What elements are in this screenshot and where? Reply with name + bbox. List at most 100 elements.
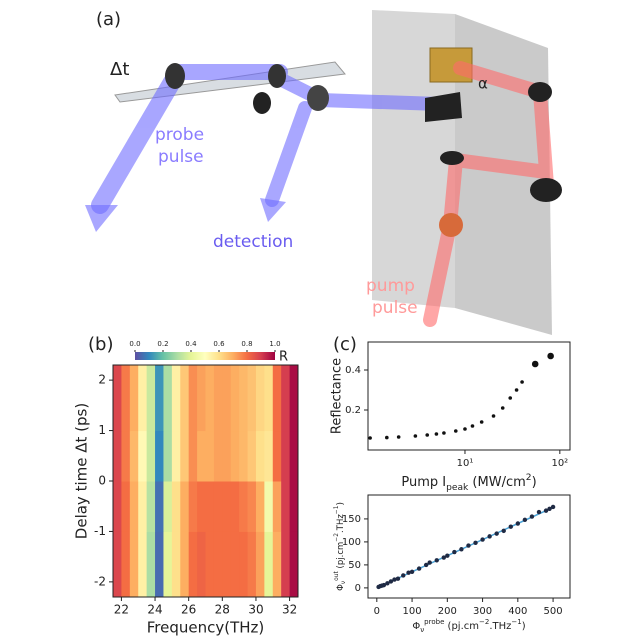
x-axis-label-part: .THz	[489, 621, 511, 632]
x-tick-label: 0	[374, 606, 380, 617]
heatmap-cell	[213, 531, 223, 598]
point	[395, 576, 401, 581]
glass-plane	[372, 10, 455, 308]
probe-beam	[91, 64, 447, 214]
heatmap-cell	[213, 430, 223, 482]
point	[445, 553, 450, 558]
heatmap-cell	[213, 481, 223, 532]
x-tick-label: 400	[508, 606, 527, 617]
x-tick-label: 32	[282, 603, 297, 617]
heatmap-cell	[113, 531, 122, 598]
heatmap-cell	[281, 481, 291, 532]
x-tick-label: 22	[114, 603, 129, 617]
y-axis-label-part: (pj.cm	[336, 542, 346, 571]
heatmap-cell	[121, 430, 131, 482]
heatmap-cell	[146, 430, 156, 482]
x-tick-label: 10²	[551, 458, 568, 469]
colorbar-label: R	[279, 350, 288, 365]
heatmap-cell	[121, 481, 131, 532]
arrow-head	[260, 198, 286, 222]
colorbar-tick-label: 0.0	[129, 340, 140, 348]
heatmap-cell	[171, 365, 181, 432]
x-tick-label: 26	[181, 603, 196, 617]
y-axis-label-part: −2	[333, 533, 340, 542]
y-axis-label-part: −1	[333, 505, 340, 514]
heatmap-cell	[129, 531, 139, 598]
point	[385, 581, 390, 586]
heatmap-cell	[222, 531, 232, 598]
heatmap-cell	[239, 531, 249, 598]
heatmap-cell	[205, 531, 215, 598]
heatmap-cell	[197, 531, 206, 598]
heatmap-cell	[205, 365, 215, 432]
heatmap-cell	[155, 430, 164, 482]
x-axis-label-part: probe	[424, 618, 444, 626]
heatmap-cell	[222, 481, 232, 532]
point	[515, 521, 521, 526]
heatmap-cell	[155, 481, 164, 532]
mirror	[165, 63, 185, 89]
mirror	[528, 82, 552, 102]
x-tick-label: 24	[147, 603, 162, 617]
point	[385, 435, 389, 440]
point	[413, 434, 418, 438]
x-axis-label-part: −1	[511, 618, 521, 626]
y-axis-label: Φνout (pj.cm−2.THz−1)	[333, 502, 347, 591]
heatmap-cell	[230, 430, 240, 482]
y-tick-label: 150	[342, 514, 361, 525]
point	[480, 537, 485, 542]
heatmap-cell	[230, 481, 240, 532]
heatmap-cell	[155, 531, 164, 598]
heatmap-cell	[264, 531, 274, 598]
mirror	[530, 178, 562, 202]
y-tick-label: 50	[348, 560, 361, 571]
y-tick-label: 0.4	[345, 365, 361, 376]
heatmap-cell	[113, 430, 122, 482]
x-axis-label-part: −2	[479, 618, 489, 626]
heatmap-cell	[255, 481, 265, 532]
heatmap-cell	[121, 365, 131, 432]
pump-label: pulse	[372, 298, 418, 318]
plot-frame	[367, 341, 571, 451]
heatmap-cell	[255, 365, 265, 432]
plot-frame	[367, 494, 571, 599]
x-tick-label: 300	[473, 606, 492, 617]
y-axis-label: Delay time Δt (ps)	[73, 403, 91, 539]
x-tick-label: 200	[438, 606, 457, 617]
heatmap-cell	[255, 531, 265, 598]
heatmap-cell	[113, 365, 122, 432]
point	[442, 431, 446, 435]
point	[536, 509, 542, 515]
plot-frame	[112, 364, 299, 598]
point	[368, 436, 372, 440]
point	[441, 555, 446, 560]
heatmap-cell	[180, 531, 190, 598]
x-axis-label-part: (pj.cm	[444, 621, 479, 632]
point	[396, 435, 401, 439]
point	[487, 534, 492, 539]
x-axis-label: Φνprobe (pj.cm−2.THz−1)	[412, 618, 525, 634]
heatmap-cell	[138, 430, 148, 482]
heatmap-cell	[289, 365, 299, 432]
point	[531, 360, 539, 368]
point	[508, 396, 513, 400]
delay-label: Δt	[110, 59, 129, 80]
point	[491, 414, 496, 418]
heatmap-cell	[264, 365, 274, 432]
y-tick-label: 0	[98, 474, 106, 488]
x-tick-label: 100	[403, 606, 422, 617]
x-tick-label: 500	[544, 606, 563, 617]
x-tick-label: 28	[215, 603, 230, 617]
pump-beam	[423, 61, 554, 327]
point	[550, 504, 556, 510]
x-axis-label-part: Pump I	[401, 475, 446, 490]
heatmap-cell	[171, 430, 181, 482]
x-axis-label: Frequency(THz)	[147, 619, 265, 637]
heatmap-cell	[197, 481, 206, 532]
y-tick-label: 100	[342, 537, 361, 548]
y-tick-label: 2	[98, 373, 106, 387]
heatmap-cell	[180, 365, 190, 432]
colorbar-tick-label: 0.4	[185, 340, 197, 348]
heatmap-cell	[247, 430, 257, 482]
heatmap-cell	[281, 531, 291, 598]
